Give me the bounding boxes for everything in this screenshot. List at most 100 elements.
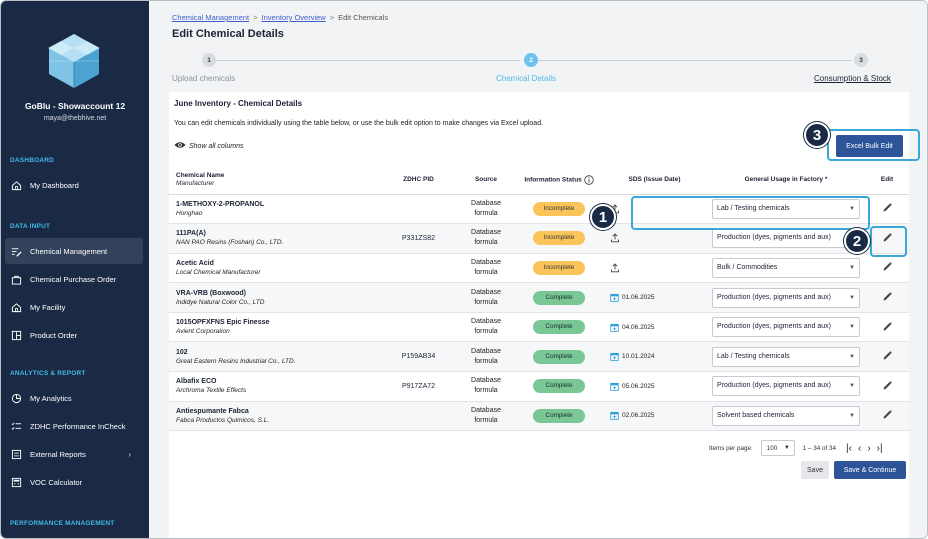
next-page-icon[interactable]: › (867, 442, 871, 454)
header-usage[interactable]: General Usage in Factory * (707, 166, 865, 195)
card-title: June Inventory - Chemical Details (174, 99, 303, 108)
step-2-label: Chemical Details (496, 74, 557, 83)
last-page-icon[interactable]: ›| (876, 442, 883, 454)
edit-cell (865, 401, 909, 432)
sidebar-item-voc-calculator[interactable]: VOC Calculator (5, 469, 143, 495)
usage-select[interactable]: Lab / Testing chemicals ▼ (712, 198, 860, 219)
status-cell: Incomplete (516, 253, 602, 284)
sds-date-label: 10.01.2024 (622, 353, 655, 361)
table-row: VRA-VRB (Boxwood) Indidye Natural Color C… (169, 282, 909, 313)
usage-select-value: Production (dyes, pigments and aux) (717, 382, 832, 390)
status-badge: Incomplete (533, 260, 585, 275)
source-cell: Database formula (456, 282, 516, 313)
usage-select[interactable]: Bulk / Commodities ▼ (712, 257, 860, 278)
header-chemical-name[interactable]: Chemical Name Manufacturer (169, 166, 381, 195)
edit-pencil-icon[interactable] (882, 350, 893, 361)
report-icon (10, 448, 22, 460)
sidebar-item-product-order[interactable]: Product Order (5, 322, 143, 348)
table-row: Antiespumante Fabca Fabca Productos Quimi… (169, 401, 909, 432)
edit-pencil-icon[interactable] (882, 291, 893, 302)
source-line-1: Database (471, 199, 501, 207)
sidebar-item-chemical-management[interactable]: Chemical Management (5, 238, 143, 264)
usage-select-value: Bulk / Commodities (717, 263, 778, 271)
sds-date[interactable]: 05.06.2025 (602, 382, 707, 391)
edit-pencil-icon[interactable] (882, 202, 893, 213)
save-continue-button[interactable]: Save & Continue (834, 461, 906, 479)
sidebar-item-my-facility[interactable]: My Facility (5, 294, 143, 320)
sds-upload[interactable] (602, 233, 707, 243)
save-button[interactable]: Save (801, 461, 829, 479)
usage-select[interactable]: Production (dyes, pigments and aux)▼ (712, 376, 860, 397)
sidebar-item-zdhc-performance[interactable]: ZDHC Performance InCheck (5, 413, 143, 439)
sidebar-item-chemical-purchase-order[interactable]: Chemical Purchase Order (5, 266, 143, 292)
sds-cell (602, 253, 707, 284)
chemical-name-cell: 1-METHOXY-2-PROPANOL Honghao (169, 194, 381, 225)
sds-upload[interactable] (602, 263, 707, 273)
stepper-line-2 (538, 60, 852, 61)
header-sds[interactable]: SDS (Issue Date) (602, 166, 707, 195)
usage-select[interactable]: Production (dyes, pigments and aux)▼ (712, 228, 860, 249)
checklist-icon (10, 420, 22, 432)
sidebar-item-external-reports[interactable]: External Reports › (5, 441, 143, 467)
edit-cell (865, 194, 909, 225)
source-line-1: Database (471, 377, 501, 385)
usage-select-value: Solvent based chemicals (717, 411, 795, 419)
header-source[interactable]: Source (456, 166, 516, 195)
step-1-label[interactable]: Upload chemicals (172, 74, 236, 83)
edit-pencil-icon[interactable] (882, 409, 893, 420)
eye-icon (174, 141, 186, 151)
header-zdhc-pid[interactable]: ZDHC PID (381, 166, 456, 195)
usage-cell: Production (dyes, pigments and aux) ▼ (707, 312, 865, 343)
sds-date-label: 05.06.2025 (622, 382, 655, 390)
usage-select[interactable]: Solvent based chemicals ▼ (712, 405, 860, 426)
home-icon (10, 179, 22, 191)
breadcrumb-inventory-overview[interactable]: Inventory Overview (261, 13, 326, 22)
sds-cell: 05.06.2025 (602, 371, 707, 402)
items-per-page-value: 100 (766, 444, 778, 452)
step-3-label[interactable]: Consumption & Stock (814, 74, 891, 83)
status-cell: Complete (516, 401, 602, 432)
calendar-icon (610, 382, 622, 391)
sidebar-item-label: External Reports (30, 449, 86, 459)
zdhc-pid-cell (381, 312, 456, 343)
upload-icon[interactable] (610, 233, 620, 243)
zdhc-pid-cell: P159AB34 (381, 341, 456, 373)
callout-badge-3: 3 (804, 122, 830, 148)
table-row: Albafix ECO Archroma Textile Effects P917Z… (169, 371, 909, 402)
sidebar-item-my-analytics[interactable]: My Analytics (5, 385, 143, 411)
first-page-icon[interactable]: |‹ (846, 442, 852, 454)
edit-pencil-icon[interactable] (882, 261, 893, 272)
sidebar-item-label: ZDHC Performance InCheck (30, 421, 126, 431)
items-per-page-select[interactable]: 100 ▼ (760, 440, 795, 456)
edit-pencil-icon[interactable] (882, 232, 893, 243)
usage-select[interactable]: Lab / Testing chemicals ▼ (712, 346, 860, 367)
sds-date-label: 02.06.2025 (622, 412, 655, 420)
sds-cell: 04.06.2025 (602, 312, 707, 343)
bag-icon (10, 273, 22, 285)
source-line-2: formula (474, 209, 498, 217)
prev-page-icon[interactable]: ‹ (857, 442, 862, 454)
edit-cell (865, 312, 909, 343)
header-information-status[interactable]: Information Status (516, 166, 602, 195)
sds-date[interactable]: 10.01.2024 (602, 352, 707, 362)
excel-bulk-edit-button[interactable]: Excel Bulk Edit (836, 135, 903, 157)
source-cell: Database formula (456, 401, 516, 432)
table-row: Acetic Acid Local Chemical Manufacturer Da… (169, 253, 909, 284)
usage-select[interactable]: Production (dyes, pigments and aux)▼ (712, 287, 860, 308)
chevron-right-icon: › (128, 449, 131, 459)
sidebar-item-my-dashboard[interactable]: My Dashboard (5, 172, 143, 198)
edit-pencil-icon[interactable] (882, 321, 893, 332)
sds-date[interactable]: 02.06.2025 (602, 411, 707, 421)
show-all-columns-toggle[interactable]: Show all columns (174, 141, 243, 151)
source-line-1: Database (471, 318, 501, 326)
sds-date[interactable]: 04.06.2025 (602, 323, 707, 332)
breadcrumb-chemical-management[interactable]: Chemical Management (172, 13, 250, 22)
upload-icon[interactable] (610, 263, 620, 273)
sds-date[interactable]: 01.06.2025 (602, 293, 707, 302)
edit-pencil-icon[interactable] (882, 380, 893, 391)
calendar-icon (610, 323, 622, 332)
usage-select[interactable]: Production (dyes, pigments and aux)▼ (712, 317, 860, 338)
info-icon[interactable] (583, 175, 594, 185)
main-content: Chemical Management > Inventory Overview > E… (149, 1, 927, 538)
